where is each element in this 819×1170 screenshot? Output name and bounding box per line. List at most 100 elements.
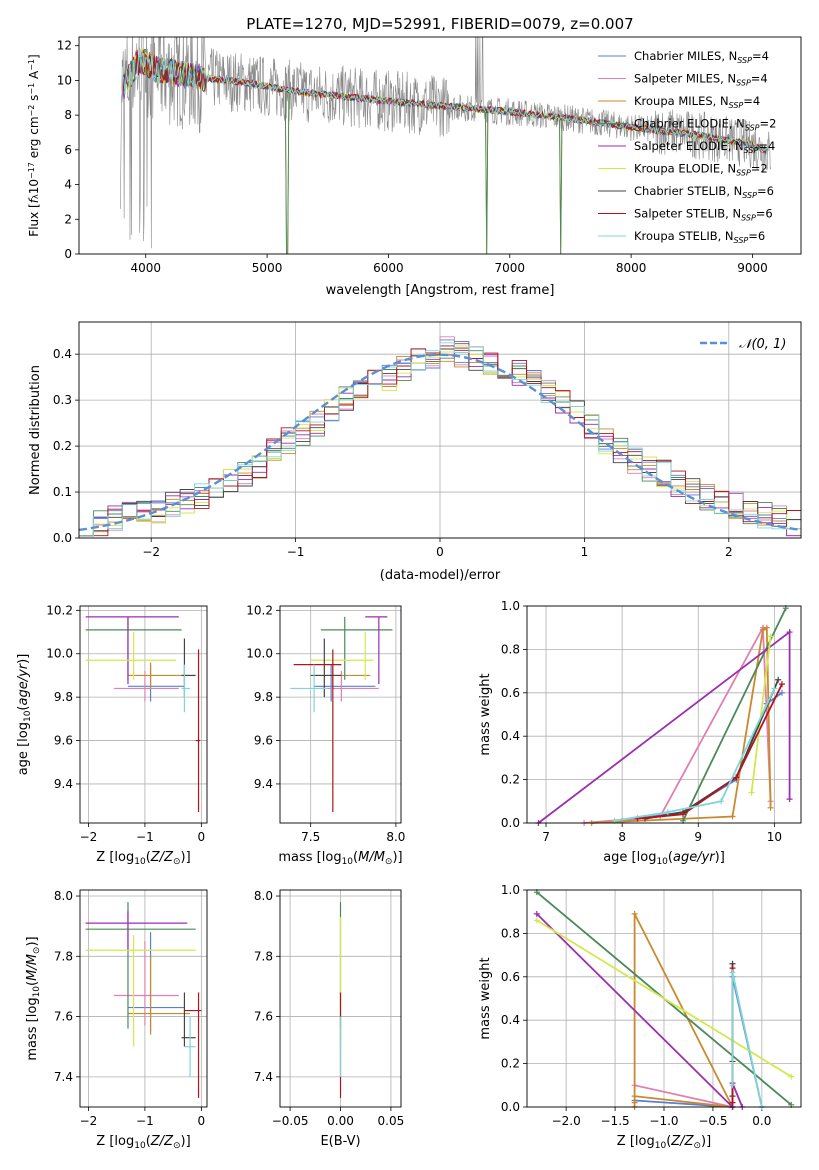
- x-axis-label: Z [log10(Z/Z⊙)]: [617, 1134, 711, 1151]
- axes-frame: [78, 36, 802, 255]
- y-tick-label: 10.0: [246, 647, 273, 661]
- y-tick-label: 0.8: [501, 926, 520, 940]
- y-tick-label: 0.3: [53, 393, 72, 407]
- legend-label: Kroupa MILES, NSSP=4: [634, 94, 760, 110]
- legend-label: Chabrier STELIB, NSSP=6: [634, 184, 774, 200]
- y-tick-label: 9.6: [254, 734, 273, 748]
- x-axis-label: E(B-V): [320, 1134, 360, 1149]
- data-spectrum-line: [120, 37, 771, 249]
- legend-label: Salpeter MILES, NSSP=4: [634, 72, 768, 88]
- axes-frame: [526, 605, 802, 824]
- y-tick-label: 1.0: [501, 599, 520, 613]
- axes-frame: [79, 889, 208, 1108]
- weight-marker: [533, 910, 540, 917]
- y-axis-label: mass weight: [478, 957, 493, 1039]
- y-tick-label: 9.8: [254, 690, 273, 704]
- x-axis-label: Z [log10(Z/Z⊙)]: [96, 850, 190, 867]
- y-tick-label: 0.2: [501, 1057, 520, 1071]
- weight-line-chabrier-elodie: [682, 607, 787, 822]
- y-tick-label: 10.2: [46, 603, 73, 617]
- x-tick-label: −1: [136, 830, 154, 844]
- y-tick-label: 0.4: [53, 347, 72, 361]
- y-axis-label: Normed distribution: [28, 365, 43, 495]
- axes-frame: [78, 321, 802, 539]
- panel-weight-vs-Z: −2.0 −1.5 −1.0 −0.5 0.0 0.0 0.2 0.4 0.6 0.8 1.0 mas…: [478, 883, 802, 1151]
- weight-marker: [729, 1099, 736, 1106]
- x-tick-label: 9: [694, 830, 702, 844]
- x-tick-label: −1: [287, 545, 305, 559]
- weight-marker: [767, 804, 774, 811]
- y-tick-label: 12: [57, 39, 72, 53]
- legend-label: Kroupa ELODIE, NSSP=2: [634, 162, 768, 178]
- x-axis-label: mass [log10(M/M⊙)]: [278, 850, 402, 867]
- y-tick-label: 7.4: [254, 1070, 273, 1084]
- weight-line-kroupa-stelib: [614, 688, 776, 822]
- normal-curve: [78, 353, 802, 532]
- axes-frame: [279, 605, 402, 824]
- legend-label: 𝒩(0, 1): [739, 337, 786, 352]
- x-tick-label: 0: [198, 1114, 206, 1128]
- x-tick-label: 10: [767, 830, 782, 844]
- weight-marker: [786, 796, 793, 803]
- histogram-kroupa-miles: [79, 355, 801, 537]
- weight-marker: [775, 676, 782, 683]
- panel-mass-vs-ebv: −0.05 0.00 0.05 7.4 7.6 7.8 8.0 E(B-V): [254, 889, 404, 1149]
- weight-marker: [733, 774, 740, 781]
- legend-label: Chabrier MILES, NSSP=4: [634, 49, 769, 65]
- panel-age-vs-Z: −2 −1 0 9.4 9.6 9.8 10.0 10.2 Z [log10(Z/Z⊙)] age…: [16, 603, 208, 867]
- x-tick-label: 8.0: [386, 830, 405, 844]
- weight-line-chabrier-miles: [634, 976, 763, 1108]
- model-line-kroupa-stelib: [121, 49, 768, 156]
- weight-marker: [664, 809, 671, 816]
- weight-marker: [767, 633, 774, 640]
- weight-line-salpeter-elodie: [536, 913, 744, 1110]
- weight-marker: [763, 624, 770, 631]
- y-tick-label: 9.6: [54, 734, 73, 748]
- y-tick-label: 0.0: [501, 1100, 520, 1114]
- weight-marker: [729, 813, 736, 820]
- weight-marker: [718, 798, 725, 805]
- histogram-chabrier-elodie: [79, 341, 801, 537]
- y-tick-label: 6: [64, 143, 72, 157]
- weight-marker: [748, 789, 755, 796]
- y-tick-label: 0: [64, 247, 72, 261]
- x-tick-label: −0.5: [698, 1114, 727, 1128]
- x-tick-label: 5000: [252, 261, 283, 275]
- panel-spectrum: 4000 5000 6000 7000 8000 9000 0 2 4 6 8 10 12 wavelen…: [27, 36, 802, 298]
- legend-label: Salpeter STELIB, NSSP=6: [634, 207, 773, 223]
- axes-frame: [79, 605, 208, 824]
- weight-marker: [778, 689, 785, 696]
- weight-marker: [759, 626, 766, 633]
- weight-marker: [786, 629, 793, 636]
- y-tick-label: 7.4: [54, 1070, 73, 1084]
- weight-marker: [788, 1073, 795, 1080]
- y-tick-label: 7.8: [54, 949, 73, 963]
- x-tick-label: 7000: [494, 261, 525, 275]
- x-tick-label: −0.05: [272, 1114, 309, 1128]
- y-tick-label: 4: [64, 178, 72, 192]
- model-line-salpeter-stelib: [121, 49, 768, 153]
- weight-marker: [778, 681, 785, 688]
- y-tick-label: 8.0: [254, 889, 273, 903]
- y-tick-label: 9.4: [254, 777, 273, 791]
- axes-frame: [279, 889, 402, 1108]
- legend-label: Salpeter ELODIE, NSSP=4: [634, 139, 775, 155]
- y-axis-label: mass [log10(M/M⊙)]: [25, 936, 42, 1060]
- x-axis-label: age [log10(age/yr)]: [603, 850, 725, 867]
- x-tick-label: 0: [198, 830, 206, 844]
- y-tick-label: 0.0: [53, 531, 72, 545]
- weight-line-chabrier-stelib: [644, 679, 780, 820]
- x-axis-label: wavelength [Angstrom, rest frame]: [326, 283, 555, 298]
- x-tick-label: −1.0: [649, 1114, 678, 1128]
- y-tick-label: 0.2: [501, 773, 520, 787]
- weight-line-kroupa-stelib: [731, 972, 763, 1108]
- panel-weight-vs-age: 7 8 9 10 0.0 0.2 0.4 0.6 0.8 1.0 mass weight age [l…: [478, 599, 802, 867]
- x-tick-label: −2: [80, 1114, 98, 1128]
- x-tick-label: 6000: [373, 261, 404, 275]
- y-tick-label: 8.0: [54, 889, 73, 903]
- y-tick-label: 2: [64, 212, 72, 226]
- weight-line-salpeter-miles: [634, 1084, 733, 1108]
- legend-label: Kroupa STELIB, NSSP=6: [634, 229, 765, 245]
- y-tick-label: 0.6: [501, 686, 520, 700]
- weight-marker: [533, 917, 540, 924]
